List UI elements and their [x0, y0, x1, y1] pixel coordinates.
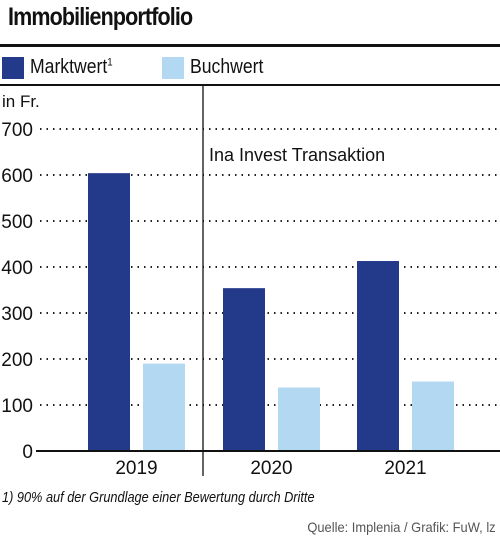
- bar-marktwert-2020: [223, 288, 265, 451]
- x-tick-label: 2020: [250, 458, 292, 479]
- y-tick-label: 100: [1, 396, 33, 417]
- legend-rule: [0, 84, 500, 86]
- y-tick-label: 400: [1, 258, 33, 279]
- bar-buchwert-2020: [278, 387, 320, 451]
- chart-title: Immobilienportfolio: [8, 3, 193, 31]
- y-tick-label: 700: [1, 120, 33, 141]
- x-tick-label: 2019: [115, 458, 157, 479]
- legend-swatch-buchwert: [162, 57, 184, 79]
- legend-label-marktwert: Marktwert1: [30, 56, 113, 78]
- y-tick-label: 500: [1, 212, 33, 233]
- bar-buchwert-2021: [412, 381, 454, 451]
- bar-marktwert-2021: [357, 261, 399, 451]
- legend: Marktwert1 Buchwert: [0, 56, 500, 80]
- bar-buchwert-2019: [143, 363, 185, 451]
- annotation-label: Ina Invest Transaktion: [209, 145, 385, 165]
- y-tick-label: 600: [1, 166, 33, 187]
- footnote: 1) 90% auf der Grundlage einer Bewertung…: [2, 489, 315, 506]
- bar-marktwert-2019: [88, 173, 130, 451]
- y-tick-label: 0: [22, 442, 33, 463]
- source-credit: Quelle: Implenia / Grafik: FuW, lz: [307, 519, 496, 535]
- legend-swatch-marktwert: [2, 57, 24, 79]
- title-rule: [0, 44, 500, 47]
- x-tick-label: 2021: [384, 458, 426, 479]
- y-tick-label: 200: [1, 350, 33, 371]
- y-tick-label: 300: [1, 304, 33, 325]
- unit-label: in Fr.: [2, 92, 40, 111]
- legend-label-buchwert: Buchwert: [190, 56, 264, 78]
